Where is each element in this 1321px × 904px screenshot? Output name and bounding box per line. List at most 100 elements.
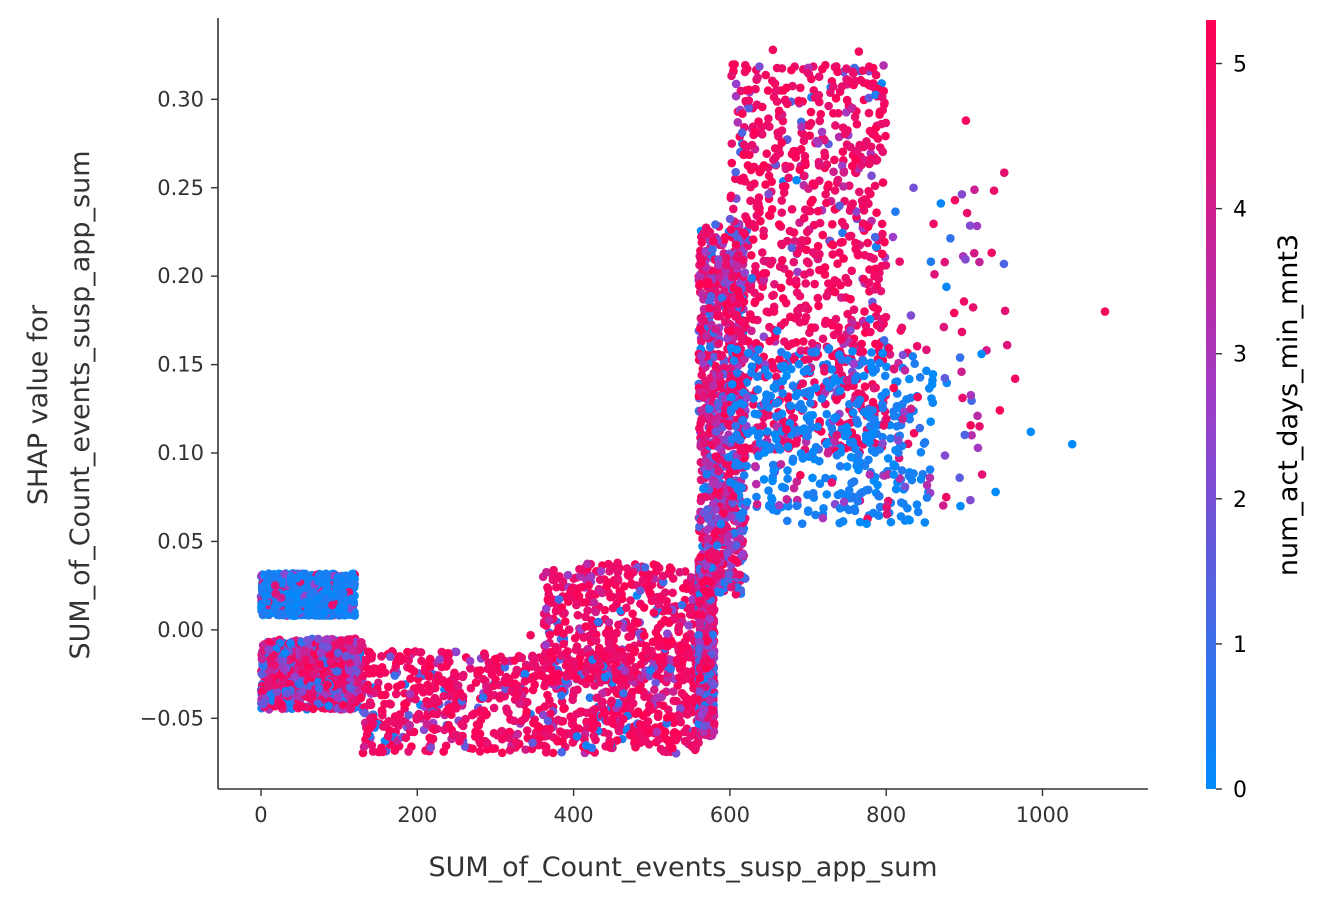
data-point (699, 657, 709, 666)
data-point (308, 704, 318, 714)
data-point (558, 737, 567, 746)
data-point (569, 686, 579, 695)
data-point (318, 641, 328, 651)
data-point (620, 666, 630, 676)
data-point (264, 637, 274, 647)
data-point (358, 672, 367, 681)
data-point (316, 601, 326, 610)
data-point (705, 695, 715, 705)
data-point (303, 635, 312, 645)
data-point (397, 680, 406, 690)
data-point (713, 311, 722, 321)
data-point (298, 668, 307, 677)
data-point (346, 704, 356, 713)
data-point (697, 289, 707, 299)
data-point (520, 669, 530, 679)
data-point (712, 427, 721, 436)
data-point (313, 576, 323, 586)
data-point (280, 648, 289, 658)
data-point (377, 690, 386, 700)
data-point (602, 581, 612, 591)
data-point (697, 351, 706, 361)
data-point (671, 735, 681, 745)
data-point (695, 324, 705, 334)
data-point (258, 699, 268, 709)
data-point (546, 664, 556, 674)
data-point (377, 706, 387, 715)
data-point (560, 617, 570, 626)
data-point (716, 351, 726, 361)
data-point (385, 652, 395, 662)
data-point (264, 645, 273, 654)
data-point (290, 672, 300, 682)
data-point (278, 656, 288, 665)
data-point (602, 716, 612, 726)
data-point (702, 561, 711, 570)
data-point (260, 581, 270, 590)
data-point (277, 699, 286, 709)
data-point (831, 121, 840, 130)
data-point (411, 694, 420, 704)
data-point (400, 699, 409, 709)
data-point (708, 236, 718, 246)
data-point (697, 238, 707, 247)
data-point (625, 702, 635, 712)
data-point (585, 693, 595, 703)
data-point (688, 595, 697, 604)
data-point (636, 659, 646, 669)
data-point (573, 610, 583, 620)
data-point (581, 667, 591, 677)
data-point (546, 709, 555, 718)
data-point (659, 577, 668, 587)
data-point (390, 671, 400, 680)
data-point (595, 575, 605, 585)
data-point (345, 683, 355, 692)
data-point (505, 745, 515, 755)
data-point (298, 687, 307, 696)
data-point (668, 588, 677, 598)
data-point (647, 649, 657, 659)
data-point (685, 610, 695, 619)
data-point (292, 702, 302, 712)
data-point (608, 603, 618, 613)
data-point (572, 731, 582, 741)
data-point (310, 606, 319, 616)
data-point (504, 674, 514, 684)
data-point (475, 707, 484, 717)
data-point (686, 573, 696, 582)
data-point (327, 590, 337, 599)
data-point (277, 609, 287, 618)
data-point (551, 606, 561, 616)
data-point (391, 689, 401, 699)
data-point (714, 260, 724, 270)
data-point (675, 704, 685, 713)
data-point (489, 703, 499, 713)
data-point (614, 726, 624, 736)
data-point (504, 733, 514, 743)
data-point (369, 664, 379, 673)
data-point (288, 607, 297, 617)
data-point (406, 674, 415, 684)
data-point (510, 656, 519, 665)
data-point (624, 632, 633, 642)
data-point (723, 548, 732, 558)
data-point (686, 629, 695, 639)
data-point (522, 726, 532, 735)
data-point (716, 519, 726, 529)
data-point (363, 654, 373, 664)
data-point (356, 642, 366, 651)
data-point (568, 695, 577, 705)
data-point (584, 674, 593, 683)
data-point (517, 653, 527, 663)
data-point (702, 331, 711, 341)
data-point (270, 580, 280, 590)
data-point (731, 260, 741, 270)
data-point (559, 704, 568, 714)
data-point (660, 588, 670, 597)
data-point (696, 552, 706, 562)
data-point (521, 745, 530, 754)
data-point (711, 324, 720, 334)
data-point (471, 678, 481, 687)
data-point (406, 727, 415, 737)
data-point (715, 371, 724, 380)
